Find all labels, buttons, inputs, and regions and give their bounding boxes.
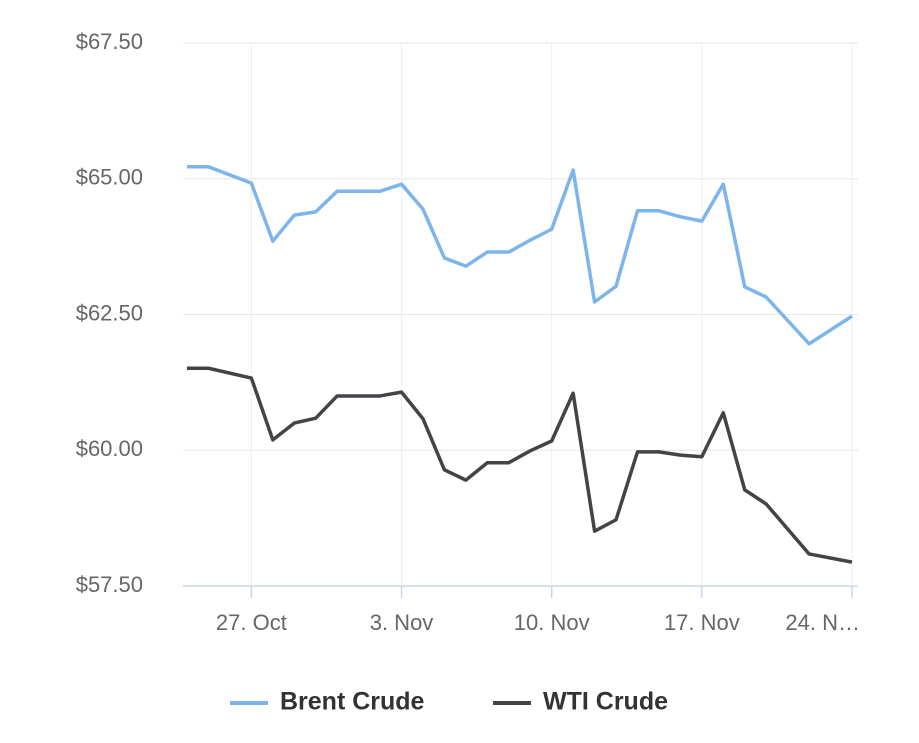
y-tick-label: $65.00 [76, 165, 143, 190]
y-tick-label: $67.50 [76, 29, 143, 54]
x-tick-label: 3. Nov [370, 610, 434, 635]
x-tick-label: 10. Nov [514, 610, 590, 635]
y-tick-label: $57.50 [76, 572, 143, 597]
x-tick-label: 27. Oct [216, 610, 287, 635]
series-line [187, 366, 853, 564]
legend-label: Brent Crude [280, 688, 425, 716]
y-tick-label: $62.50 [76, 300, 143, 325]
series-line [187, 165, 853, 346]
x-tick-label: 24. N… [785, 610, 860, 635]
x-tick-label: 17. Nov [664, 610, 740, 635]
y-tick-label: $60.00 [76, 436, 143, 461]
legend-label: WTI Crude [543, 688, 668, 716]
